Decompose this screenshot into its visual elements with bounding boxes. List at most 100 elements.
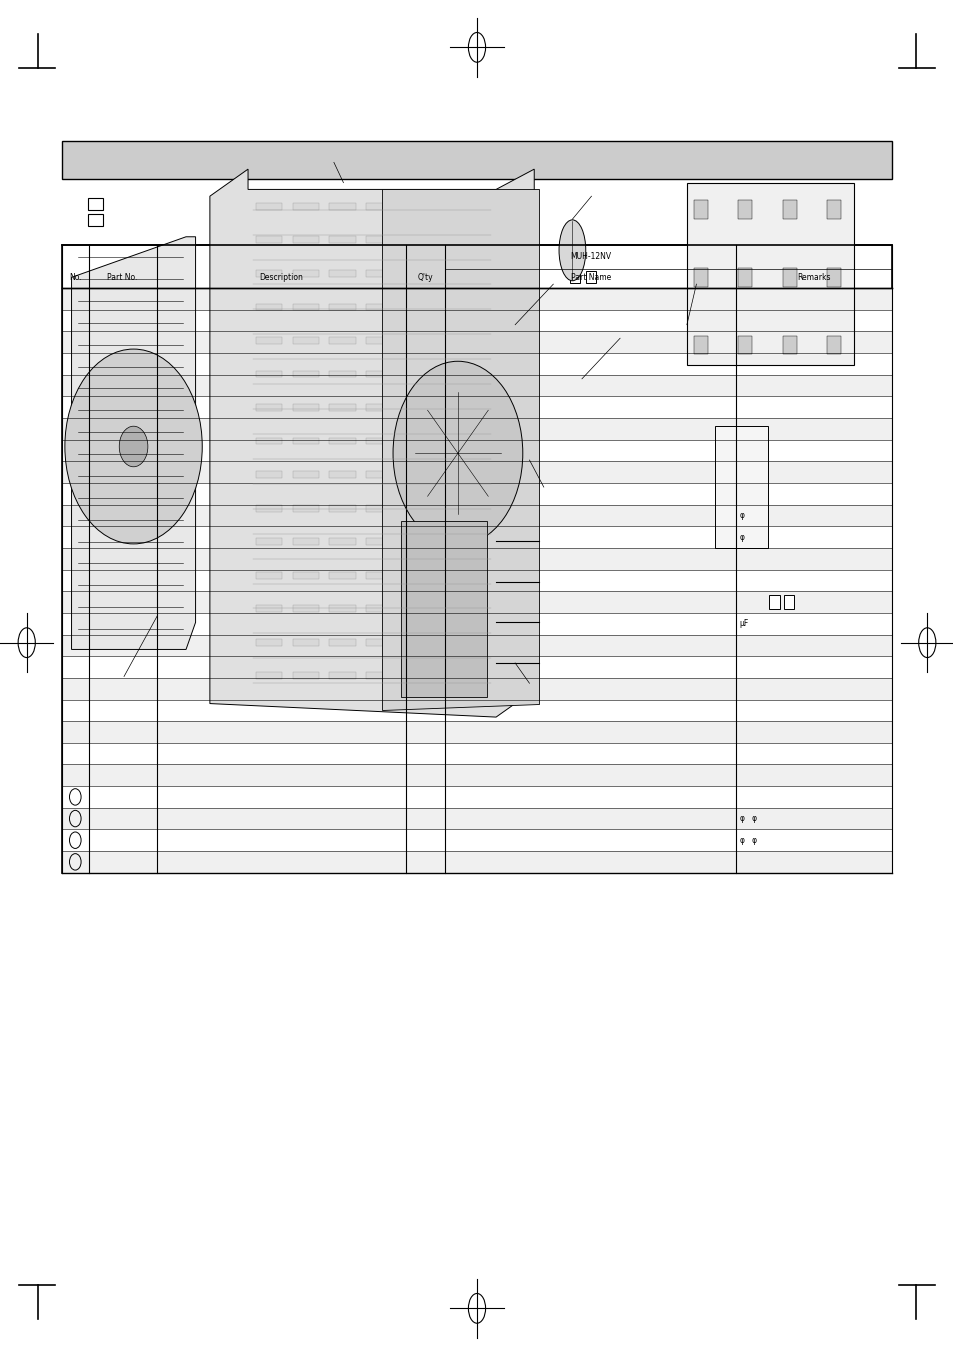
Bar bbox=[738, 268, 752, 287]
Bar bbox=[62, 396, 891, 418]
Bar bbox=[403, 438, 430, 445]
Bar bbox=[738, 336, 752, 354]
Bar bbox=[293, 271, 319, 277]
Bar bbox=[439, 371, 466, 377]
Bar bbox=[439, 337, 466, 344]
Bar bbox=[62, 786, 891, 808]
Bar bbox=[329, 572, 355, 579]
Bar bbox=[476, 337, 503, 344]
Bar bbox=[476, 371, 503, 377]
Bar bbox=[439, 572, 466, 579]
Bar bbox=[62, 678, 891, 700]
Bar bbox=[403, 639, 430, 645]
Bar bbox=[255, 303, 282, 310]
Bar bbox=[62, 331, 891, 353]
Bar bbox=[329, 605, 355, 612]
Bar bbox=[62, 353, 891, 375]
Bar bbox=[366, 405, 393, 411]
Bar bbox=[366, 572, 393, 579]
Bar bbox=[255, 672, 282, 679]
Polygon shape bbox=[210, 169, 534, 717]
Bar bbox=[403, 672, 430, 679]
Bar bbox=[293, 405, 319, 411]
Bar bbox=[62, 440, 891, 461]
Bar bbox=[255, 371, 282, 377]
Bar bbox=[62, 548, 891, 570]
Bar bbox=[439, 471, 466, 478]
Bar bbox=[366, 505, 393, 511]
Bar bbox=[400, 521, 486, 697]
Bar bbox=[62, 829, 891, 851]
Bar bbox=[62, 700, 891, 721]
Bar bbox=[329, 672, 355, 679]
Bar bbox=[366, 337, 393, 344]
Bar bbox=[439, 505, 466, 511]
Polygon shape bbox=[71, 237, 195, 649]
Bar bbox=[403, 203, 430, 210]
Bar bbox=[255, 605, 282, 612]
Bar bbox=[255, 639, 282, 645]
Bar bbox=[366, 471, 393, 478]
Bar bbox=[403, 538, 430, 545]
Bar bbox=[62, 141, 891, 179]
Text: φ: φ bbox=[739, 533, 744, 541]
Bar bbox=[476, 271, 503, 277]
Bar bbox=[403, 471, 430, 478]
Bar bbox=[403, 303, 430, 310]
Bar bbox=[255, 271, 282, 277]
Bar bbox=[329, 237, 355, 244]
Bar bbox=[255, 471, 282, 478]
Bar bbox=[62, 851, 891, 873]
Bar bbox=[62, 743, 891, 764]
Bar bbox=[476, 303, 503, 310]
Bar bbox=[329, 538, 355, 545]
Bar bbox=[826, 268, 841, 287]
Bar bbox=[366, 371, 393, 377]
Bar bbox=[768, 595, 779, 609]
Circle shape bbox=[393, 361, 522, 545]
Bar bbox=[403, 371, 430, 377]
Bar bbox=[569, 271, 579, 283]
Bar bbox=[403, 572, 430, 579]
Bar bbox=[62, 245, 891, 873]
Text: φ   φ: φ φ bbox=[739, 836, 756, 844]
Bar bbox=[439, 538, 466, 545]
Bar bbox=[439, 438, 466, 445]
Bar bbox=[255, 572, 282, 579]
Bar bbox=[293, 237, 319, 244]
Bar bbox=[62, 505, 891, 526]
Bar bbox=[715, 426, 767, 548]
Bar bbox=[366, 605, 393, 612]
Bar bbox=[62, 461, 891, 483]
Bar bbox=[366, 303, 393, 310]
Bar bbox=[439, 639, 466, 645]
Bar bbox=[366, 237, 393, 244]
Bar bbox=[439, 672, 466, 679]
Bar bbox=[826, 200, 841, 219]
Bar bbox=[62, 288, 891, 310]
Bar bbox=[476, 471, 503, 478]
Bar bbox=[476, 237, 503, 244]
Bar bbox=[62, 418, 891, 440]
Ellipse shape bbox=[558, 221, 585, 281]
Text: Part No.: Part No. bbox=[108, 273, 137, 281]
Bar bbox=[329, 639, 355, 645]
Bar bbox=[781, 336, 796, 354]
Bar bbox=[293, 605, 319, 612]
Bar bbox=[403, 271, 430, 277]
Text: Q'ty: Q'ty bbox=[417, 273, 433, 281]
Bar bbox=[255, 203, 282, 210]
Text: No.: No. bbox=[69, 273, 82, 281]
Bar bbox=[693, 268, 707, 287]
Bar bbox=[255, 438, 282, 445]
Bar bbox=[403, 505, 430, 511]
Bar bbox=[293, 371, 319, 377]
Bar bbox=[62, 375, 891, 396]
Bar bbox=[403, 337, 430, 344]
Bar bbox=[329, 337, 355, 344]
Bar bbox=[476, 572, 503, 579]
Bar bbox=[62, 526, 891, 548]
Circle shape bbox=[119, 426, 148, 467]
Polygon shape bbox=[381, 189, 538, 710]
Bar bbox=[366, 203, 393, 210]
